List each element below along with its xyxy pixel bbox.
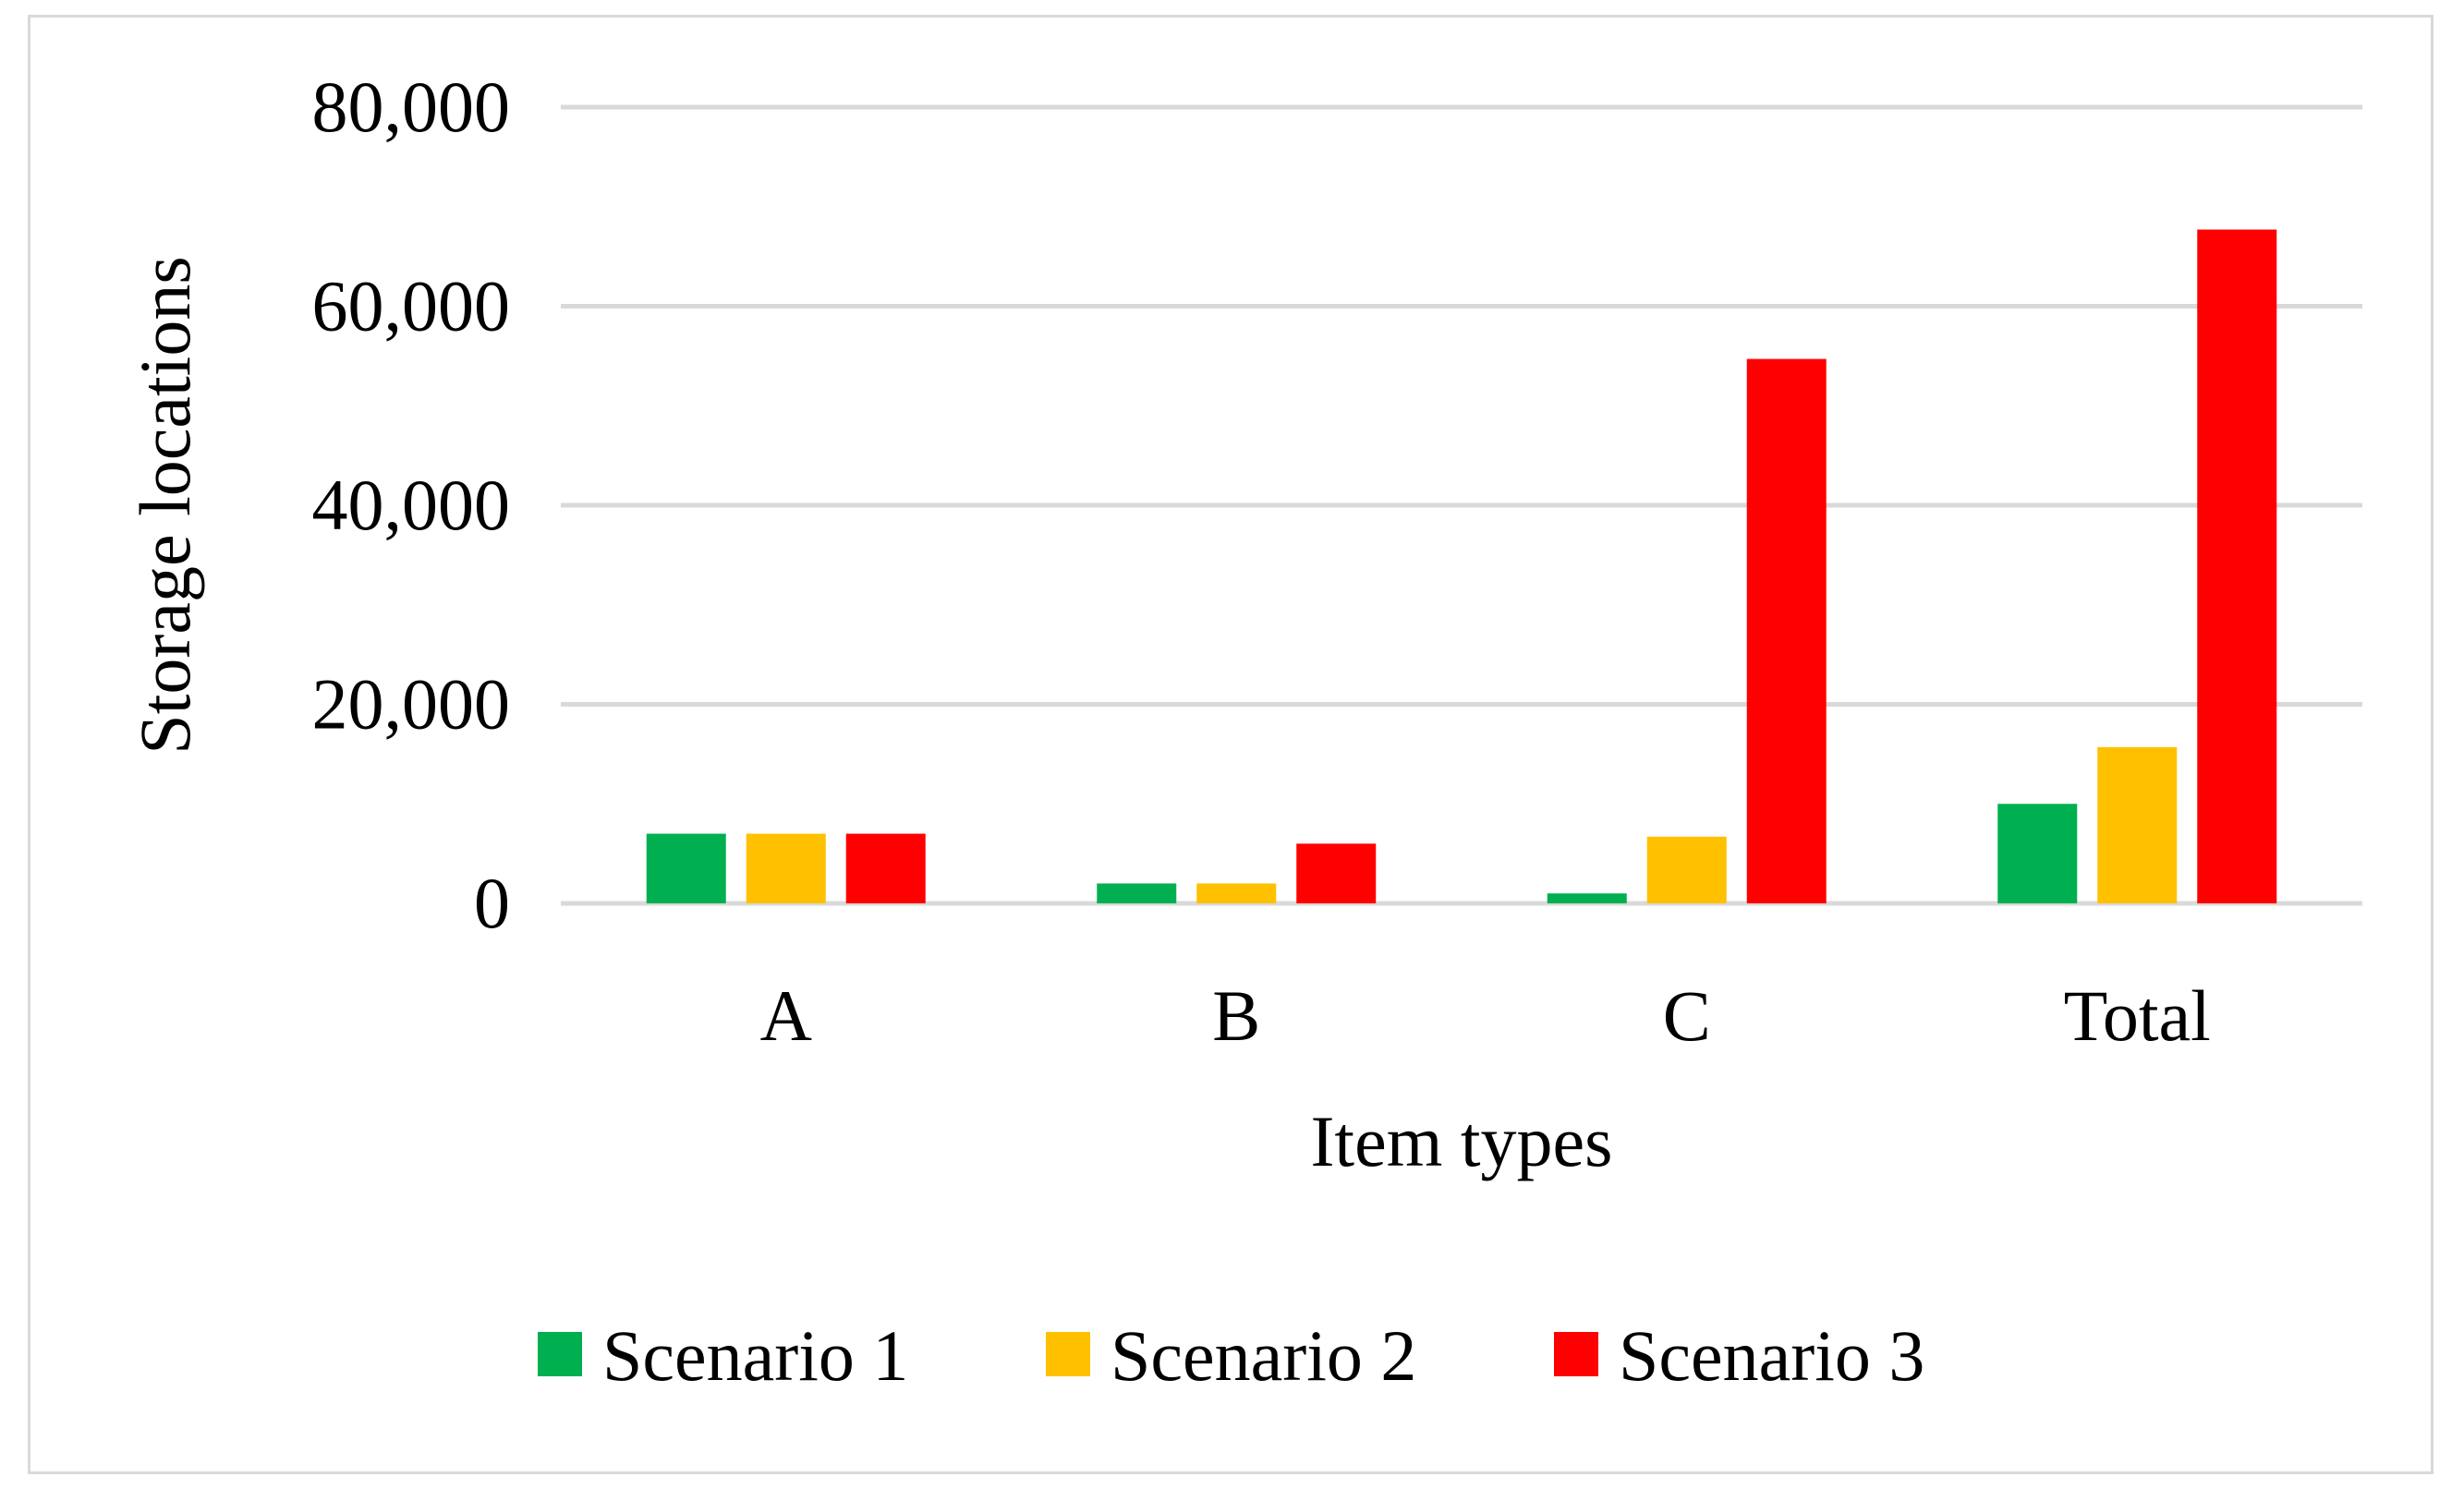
legend-label: Scenario 2 — [1111, 1315, 1416, 1396]
y-axis-title: Storage locations — [125, 256, 205, 754]
x-tick-label: A — [760, 975, 812, 1056]
legend-label: Scenario 1 — [602, 1315, 908, 1396]
bar-scenario-1-c — [1547, 893, 1627, 903]
legend-swatch — [1554, 1332, 1598, 1376]
bar-scenario-2-a — [746, 833, 826, 903]
legend-swatch — [1046, 1332, 1090, 1376]
bar-scenario-1-b — [1097, 883, 1177, 903]
chart-frame — [28, 15, 2434, 1474]
bar-scenario-1-a — [646, 833, 726, 903]
bar-scenario-3-total — [2197, 229, 2277, 904]
y-tick-label: 20,000 — [312, 664, 511, 744]
bar-scenario-3-a — [845, 833, 926, 903]
y-tick-label: 60,000 — [312, 266, 511, 346]
bar-scenario-1-total — [1997, 804, 2078, 903]
y-tick-label: 40,000 — [312, 465, 511, 545]
x-tick-label: C — [1663, 975, 1711, 1056]
legend-swatch — [538, 1332, 582, 1376]
bar-scenario-3-c — [1746, 358, 1827, 903]
bar-scenario-3-b — [1296, 843, 1377, 903]
x-tick-labels: A B C Total — [760, 975, 2211, 1056]
x-tick-label: B — [1212, 975, 1260, 1056]
legend-label: Scenario 3 — [1619, 1315, 1924, 1396]
y-tick-label: 80,000 — [312, 67, 511, 147]
y-tick-labels: 0 20,000 40,000 60,000 80,000 — [312, 67, 511, 943]
bar-scenario-2-b — [1196, 883, 1277, 903]
bar-scenario-2-total — [2097, 746, 2178, 903]
bar-scenario-2-c — [1646, 836, 1727, 903]
gridlines — [561, 104, 2362, 906]
y-tick-label: 0 — [474, 863, 510, 943]
x-axis-title: Item types — [1310, 1101, 1612, 1181]
legend: Scenario 1 Scenario 2 Scenario 3 — [538, 1315, 1924, 1396]
x-tick-label: Total — [2064, 975, 2211, 1056]
bars — [646, 229, 2277, 904]
